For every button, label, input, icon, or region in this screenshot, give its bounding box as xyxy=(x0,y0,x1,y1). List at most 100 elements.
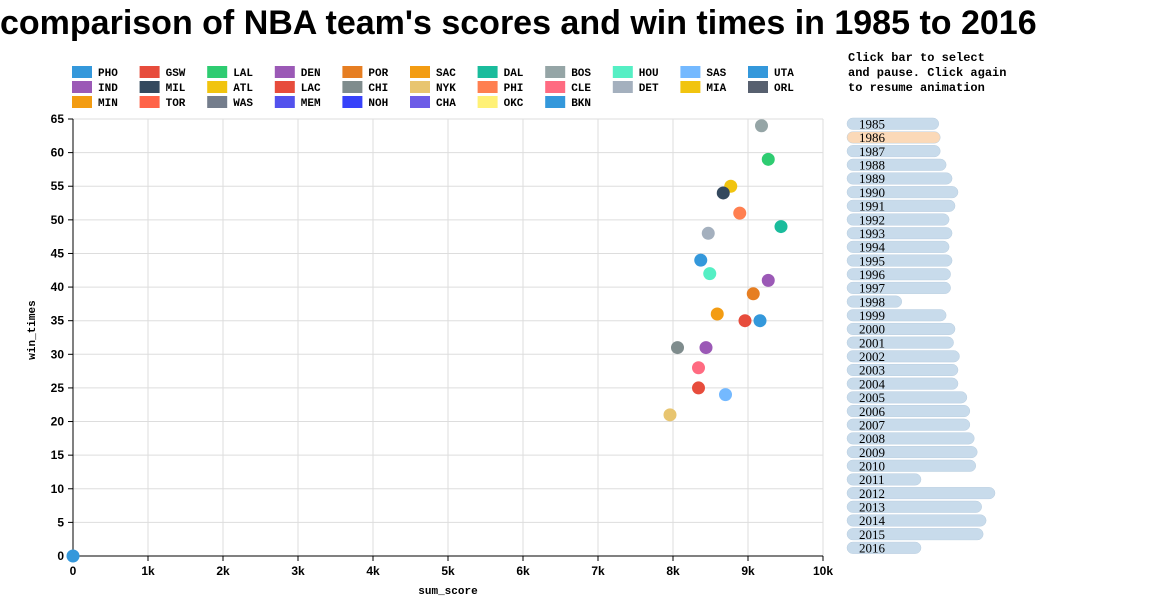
year-bar-fill[interactable] xyxy=(846,240,950,253)
year-bar-fill[interactable] xyxy=(846,199,956,212)
year-bar-fill[interactable] xyxy=(846,528,984,541)
year-bar-fill[interactable] xyxy=(846,432,975,445)
year-bar-1995[interactable]: 1995 xyxy=(846,253,953,268)
year-bar-fill[interactable] xyxy=(846,186,959,199)
year-bar-fill[interactable] xyxy=(846,295,903,308)
legend-item: BOS xyxy=(545,66,591,80)
data-point[interactable] xyxy=(694,253,708,267)
year-bar-1985[interactable]: 1985 xyxy=(846,117,940,132)
year-bar-fill[interactable] xyxy=(846,446,978,459)
year-bar-1987[interactable]: 1987 xyxy=(846,144,941,159)
year-bar-fill[interactable] xyxy=(846,363,959,376)
data-point[interactable] xyxy=(733,206,747,220)
year-bar-1986[interactable]: 1986 xyxy=(846,130,941,145)
year-bar-label: 2013 xyxy=(859,500,885,515)
data-point[interactable] xyxy=(716,186,730,200)
year-bar-fill[interactable] xyxy=(846,336,954,349)
year-bar-2011[interactable]: 2011 xyxy=(846,472,922,487)
year-bar-1992[interactable]: 1992 xyxy=(846,212,950,227)
data-point[interactable] xyxy=(774,220,788,234)
legend-label: CHI xyxy=(368,83,388,95)
year-bar-1999[interactable]: 1999 xyxy=(846,308,947,323)
year-bar-1997[interactable]: 1997 xyxy=(846,281,951,296)
year-bar-1990[interactable]: 1990 xyxy=(846,185,959,200)
year-bar-2014[interactable]: 2014 xyxy=(846,513,987,528)
year-bar-fill[interactable] xyxy=(846,227,953,240)
year-bar-fill[interactable] xyxy=(846,405,971,418)
year-bar-1998[interactable]: 1998 xyxy=(846,294,903,309)
data-point[interactable] xyxy=(738,314,752,328)
data-point[interactable] xyxy=(761,273,775,287)
legend-item: MEM xyxy=(274,96,321,110)
year-bar-label: 1985 xyxy=(859,117,885,132)
data-point[interactable] xyxy=(701,226,715,240)
year-bar-1989[interactable]: 1989 xyxy=(846,171,953,186)
year-bar-fill[interactable] xyxy=(846,487,996,500)
year-bar-fill[interactable] xyxy=(846,514,987,527)
year-bar-1996[interactable]: 1996 xyxy=(846,267,951,282)
year-bar-fill[interactable] xyxy=(846,459,977,472)
data-point[interactable] xyxy=(710,307,724,321)
legend-item: MIL xyxy=(139,81,186,95)
year-bar-fill[interactable] xyxy=(846,350,960,363)
year-bar-1994[interactable]: 1994 xyxy=(846,240,950,255)
year-bar-fill[interactable] xyxy=(846,473,922,486)
legend-item: POR xyxy=(342,66,389,80)
year-bar-fill[interactable] xyxy=(846,322,956,335)
year-bar-fill[interactable] xyxy=(846,377,959,390)
year-bar-label: 2012 xyxy=(859,486,885,501)
year-bar-2006[interactable]: 2006 xyxy=(846,404,971,419)
year-bar-fill[interactable] xyxy=(846,158,947,171)
legend-label: DET xyxy=(639,83,659,95)
year-bar-fill[interactable] xyxy=(846,145,941,158)
data-point[interactable] xyxy=(755,119,768,133)
year-bar-fill[interactable] xyxy=(846,254,953,267)
year-bar-fill[interactable] xyxy=(846,500,982,513)
data-point[interactable] xyxy=(66,549,80,563)
year-bar-2015[interactable]: 2015 xyxy=(846,527,984,542)
year-bar-2003[interactable]: 2003 xyxy=(846,363,959,378)
year-bar-fill[interactable] xyxy=(846,281,951,294)
data-point[interactable] xyxy=(663,408,677,422)
year-bar-fill[interactable] xyxy=(846,213,950,226)
year-bar-label: 1996 xyxy=(859,267,886,282)
data-point[interactable] xyxy=(703,267,717,281)
legend-swatch xyxy=(612,66,633,78)
year-bar-fill[interactable] xyxy=(846,309,947,322)
year-bar-fill[interactable] xyxy=(846,391,968,404)
year-bar-1993[interactable]: 1993 xyxy=(846,226,953,241)
data-point[interactable] xyxy=(761,152,775,166)
year-bar-label: 2000 xyxy=(859,322,885,337)
year-bar-2007[interactable]: 2007 xyxy=(846,417,971,432)
year-bar-fill[interactable] xyxy=(846,172,953,185)
data-point[interactable] xyxy=(671,341,684,355)
data-point[interactable] xyxy=(719,388,732,402)
data-point[interactable] xyxy=(699,341,713,355)
year-bar-1991[interactable]: 1991 xyxy=(846,199,956,214)
legend-swatch xyxy=(139,66,160,78)
year-bar-2012[interactable]: 2012 xyxy=(846,486,996,501)
year-bar-2005[interactable]: 2005 xyxy=(846,390,968,405)
year-bar-2016[interactable]: 2016 xyxy=(846,541,922,556)
year-bar-2009[interactable]: 2009 xyxy=(846,445,978,460)
legend-item: SAS xyxy=(680,66,727,80)
data-point[interactable] xyxy=(692,361,705,375)
year-bar-fill[interactable] xyxy=(846,418,971,431)
legend-swatch xyxy=(274,66,295,78)
year-bar-2002[interactable]: 2002 xyxy=(846,349,960,364)
year-bar-fill[interactable] xyxy=(846,131,941,144)
year-bar-fill[interactable] xyxy=(846,541,922,554)
year-bar-2001[interactable]: 2001 xyxy=(846,335,954,350)
year-bar-fill[interactable] xyxy=(846,268,951,281)
year-bar-2004[interactable]: 2004 xyxy=(846,376,959,391)
year-bar-2010[interactable]: 2010 xyxy=(846,459,977,474)
year-bar-2000[interactable]: 2000 xyxy=(846,322,956,337)
x-tick-label: 7k xyxy=(591,564,605,578)
year-bar-1988[interactable]: 1988 xyxy=(846,158,947,173)
year-bar-2008[interactable]: 2008 xyxy=(846,431,975,446)
data-point[interactable] xyxy=(753,314,767,328)
year-bar-fill[interactable] xyxy=(846,117,940,130)
data-point[interactable] xyxy=(692,381,705,395)
data-point[interactable] xyxy=(746,287,760,301)
year-bar-2013[interactable]: 2013 xyxy=(846,500,982,515)
